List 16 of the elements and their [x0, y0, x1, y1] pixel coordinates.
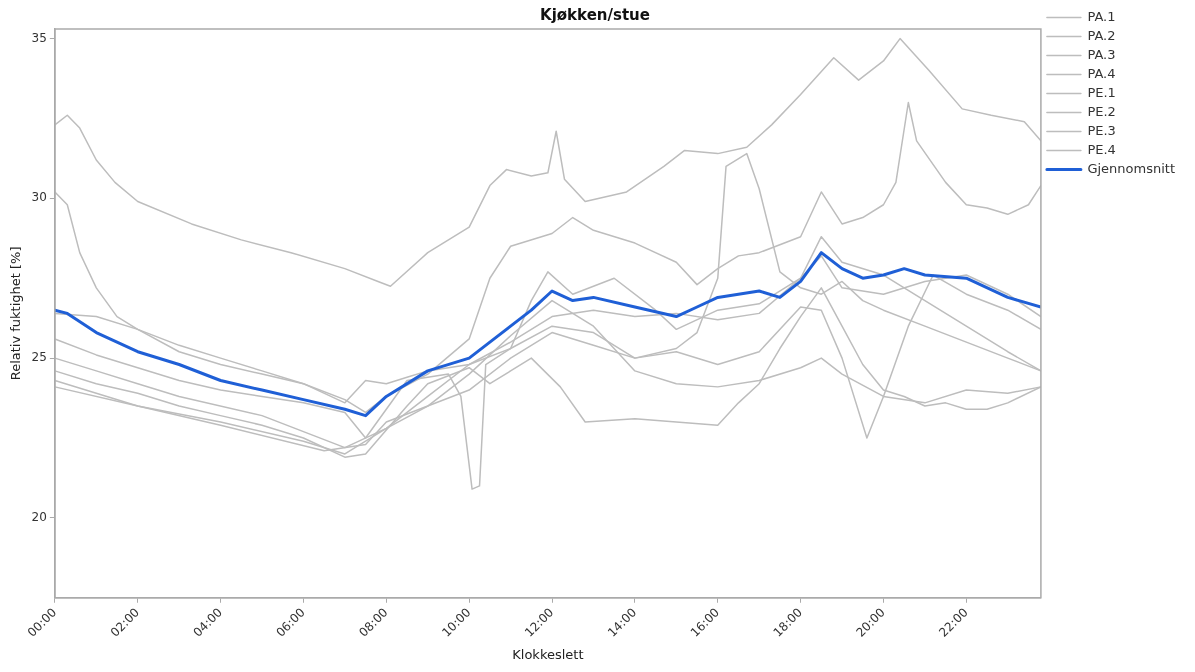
- chart-title: Kjøkken/stue: [540, 5, 650, 24]
- legend-label: Gjennomsnitt: [1087, 160, 1176, 176]
- x-axis-title: Klokkeslett: [512, 646, 584, 662]
- y-axis-title: Relativ fuktighet [%]: [8, 246, 24, 381]
- y-tick-label: 25: [31, 350, 47, 365]
- legend-label: PE.1: [1087, 84, 1116, 100]
- y-tick-label: 35: [31, 30, 47, 45]
- legend-label: PA.3: [1087, 46, 1116, 62]
- y-tick-label: 20: [31, 510, 47, 525]
- legend-label: PA.2: [1087, 27, 1116, 43]
- legend-label: PE.3: [1087, 122, 1116, 138]
- legend-label: PA.1: [1087, 8, 1116, 24]
- legend-label: PE.2: [1087, 103, 1116, 119]
- y-tick-label: 30: [31, 190, 47, 205]
- legend-label: PE.4: [1087, 141, 1116, 157]
- legend-label: PA.4: [1087, 65, 1116, 81]
